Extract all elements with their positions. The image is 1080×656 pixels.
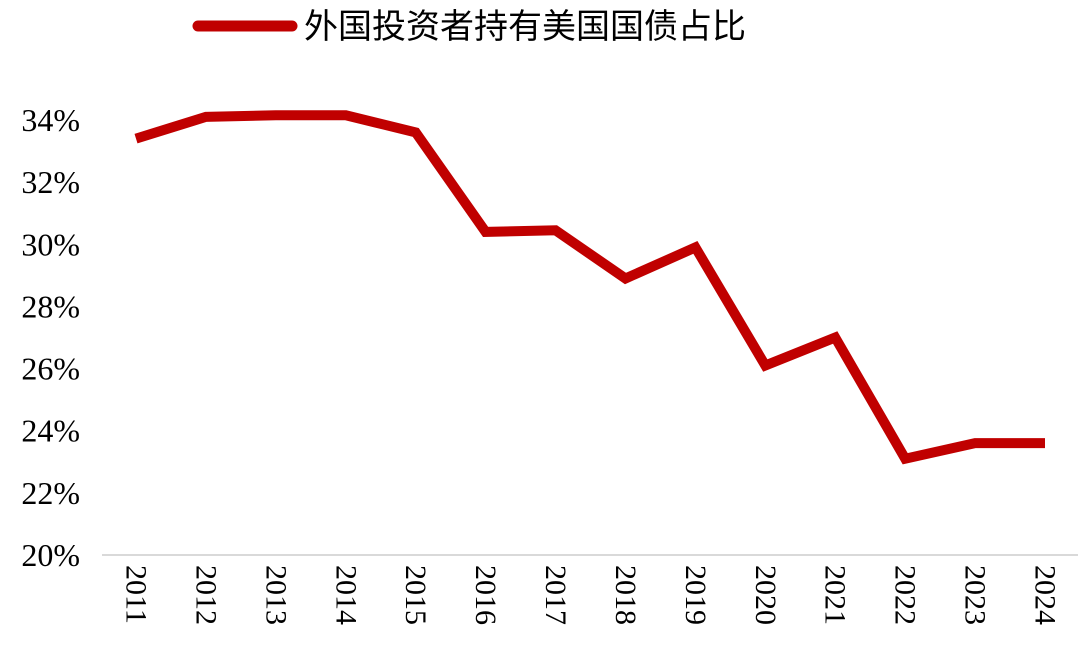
legend: 外国投资者持有美国国债占比 (192, 7, 746, 47)
y-tick-label: 24% (21, 413, 80, 449)
x-tick-label: 2014 (329, 565, 362, 625)
data-point (690, 242, 700, 252)
x-tick-label: 2019 (679, 565, 712, 625)
x-tick-label: 2015 (399, 565, 432, 625)
series-line (134, 110, 1045, 465)
data-point (830, 333, 840, 343)
x-tick-label: 2018 (609, 565, 642, 625)
data-point (131, 134, 141, 144)
data-point (760, 361, 770, 371)
data-point (201, 112, 211, 122)
y-tick-label: 26% (21, 351, 80, 387)
data-point (271, 110, 281, 120)
data-point (900, 454, 910, 464)
legend-label: 外国投资者持有美国国债占比 (304, 7, 746, 47)
x-tick-label: 2021 (819, 565, 852, 625)
y-tick-label: 30% (21, 226, 80, 262)
data-point (1040, 438, 1050, 448)
y-tick-label: 22% (21, 475, 80, 511)
y-tick-label: 32% (21, 164, 80, 200)
y-tick-label: 34% (21, 102, 80, 138)
series-layer (131, 110, 1050, 465)
data-point (551, 225, 561, 235)
x-tick-label: 2013 (259, 565, 292, 625)
y-tick-label: 20% (21, 537, 80, 573)
x-tick-label: 2024 (1029, 565, 1062, 625)
y-axis-ticks: 20% 22% 24% 26% 28% 30% 32% 34% (21, 102, 80, 573)
x-tick-label: 2017 (539, 565, 572, 625)
y-tick-label: 28% (21, 288, 80, 324)
x-tick-label: 2022 (889, 565, 922, 625)
x-tick-label: 2023 (959, 565, 992, 625)
data-point (341, 110, 351, 120)
x-tick-label: 2011 (120, 565, 153, 624)
x-axis-ticks: 2011 2012 2013 2014 2015 2016 2017 2018 2019 2020… (120, 565, 1062, 625)
x-tick-label: 2020 (749, 565, 782, 625)
data-point (970, 438, 980, 448)
x-tick-label: 2016 (469, 565, 502, 625)
data-point (481, 227, 491, 237)
data-point (411, 127, 421, 137)
x-tick-label: 2012 (189, 565, 222, 625)
data-point (621, 274, 631, 284)
